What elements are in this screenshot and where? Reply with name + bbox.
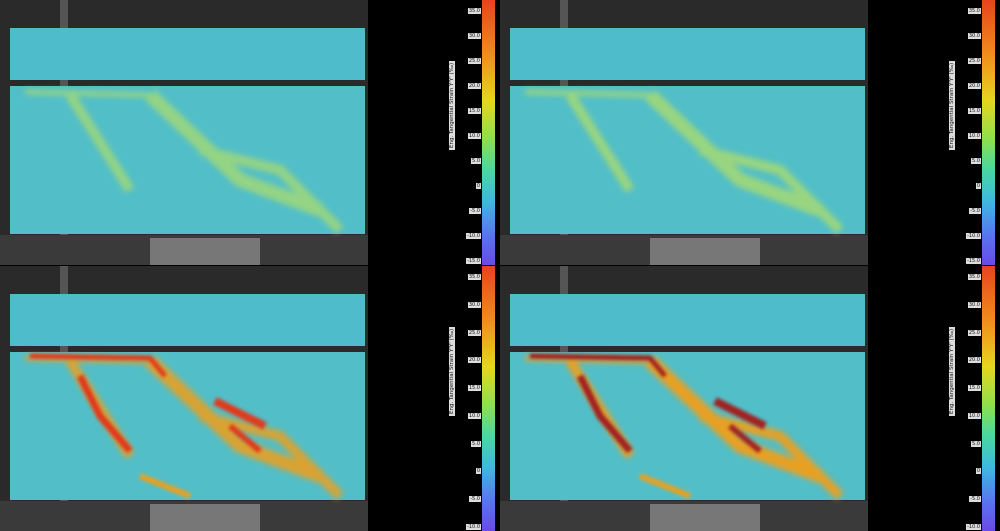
colorbar-ticks: 35.0 30.0 25.0 20.0 15.0 10.0 5.0 0 -5.0 -10.0 bbox=[955, 274, 981, 530]
colorbar-tick: 5.0 bbox=[471, 440, 481, 447]
colorbar-tick: -10.0 bbox=[966, 233, 981, 239]
colorbar-tick: 20.0 bbox=[467, 357, 481, 364]
strain-field-image bbox=[500, 0, 868, 265]
strain-panel-4: 35.0 30.0 25.0 20.0 15.0 10.0 5.0 0 -5.0 -10.0 En… bbox=[500, 266, 1000, 531]
colorbar-tick: 35.0 bbox=[467, 8, 481, 14]
colorbar-label: Eng. Tangential Strain Y'Y' (‰) bbox=[449, 326, 455, 416]
colorbar bbox=[482, 266, 495, 531]
colorbar-tick: -15.0 bbox=[466, 258, 481, 264]
colorbar-ticks: 35.0 30.0 25.0 20.0 15.0 10.0 5.0 0 -5.0 -10.0 bbox=[455, 274, 481, 530]
colorbar-tick: -10.0 bbox=[466, 524, 481, 530]
upper-specimen-strip bbox=[10, 28, 365, 80]
strain-field-image bbox=[0, 266, 368, 531]
strain-field-image bbox=[0, 0, 368, 265]
colorbar-label: Eng. Tangential Strain Y'Y' (‰) bbox=[449, 60, 455, 150]
colorbar-label: Eng. Tangential Strain Y'Y' (‰) bbox=[949, 326, 955, 416]
strain-field-image bbox=[500, 266, 868, 531]
colorbar-tick: 30.0 bbox=[467, 301, 481, 308]
colorbar-tick: 15.0 bbox=[467, 385, 481, 392]
upper-specimen-strip bbox=[10, 294, 365, 346]
colorbar-tick: 5.0 bbox=[971, 440, 981, 447]
colorbar-tick: 20.0 bbox=[967, 83, 981, 89]
colorbar-tick: 30.0 bbox=[967, 301, 981, 308]
colorbar-tick: 0 bbox=[975, 468, 981, 475]
colorbar-ticks: 35.0 30.0 25.0 20.0 15.0 10.0 5.0 0 -5.0 -10.0 -15… bbox=[455, 8, 481, 264]
colorbar-tick: 0 bbox=[475, 183, 481, 189]
upper-specimen-strip bbox=[510, 28, 865, 80]
colorbar-tick: 10.0 bbox=[967, 133, 981, 139]
colorbar-tick: -5.0 bbox=[969, 496, 981, 503]
colorbar-tick: 20.0 bbox=[967, 357, 981, 364]
colorbar-tick: 5.0 bbox=[471, 158, 481, 164]
strain-panel-1: 35.0 30.0 25.0 20.0 15.0 10.0 5.0 0 -5.0 -10.0 -15… bbox=[0, 0, 500, 265]
colorbar-tick: 5.0 bbox=[971, 158, 981, 164]
colorbar-tick: 30.0 bbox=[467, 33, 481, 39]
colorbar-tick: 25.0 bbox=[967, 329, 981, 336]
colorbar bbox=[982, 0, 995, 265]
colorbar-tick: 25.0 bbox=[967, 58, 981, 64]
colorbar-tick: -5.0 bbox=[469, 496, 481, 503]
colorbar-tick: -5.0 bbox=[969, 208, 981, 214]
colorbar bbox=[482, 0, 495, 265]
strain-panel-2: 35.0 30.0 25.0 20.0 15.0 10.0 5.0 0 -5.0 -10.0 -15… bbox=[500, 0, 1000, 265]
colorbar-label: Eng. Tangential Strain Y'Y' (‰) bbox=[949, 60, 955, 150]
colorbar-tick: 35.0 bbox=[967, 274, 981, 280]
colorbar-ticks: 35.0 30.0 25.0 20.0 15.0 10.0 5.0 0 -5.0 -10.0 -15… bbox=[955, 8, 981, 264]
colorbar-tick: 30.0 bbox=[967, 33, 981, 39]
colorbar-tick: 0 bbox=[475, 468, 481, 475]
colorbar-tick: -10.0 bbox=[466, 233, 481, 239]
colorbar-tick: 25.0 bbox=[467, 58, 481, 64]
colorbar-tick: 20.0 bbox=[467, 83, 481, 89]
colorbar-tick: 10.0 bbox=[967, 412, 981, 419]
colorbar-tick: 15.0 bbox=[967, 385, 981, 392]
colorbar-tick: -15.0 bbox=[966, 258, 981, 264]
colorbar-tick: 15.0 bbox=[467, 108, 481, 114]
colorbar-tick: 35.0 bbox=[467, 274, 481, 280]
colorbar-tick: 25.0 bbox=[467, 329, 481, 336]
upper-specimen-strip bbox=[510, 294, 865, 346]
colorbar-tick: -10.0 bbox=[966, 524, 981, 530]
colorbar-tick: 0 bbox=[975, 183, 981, 189]
colorbar-tick: 10.0 bbox=[467, 412, 481, 419]
colorbar bbox=[982, 266, 995, 531]
colorbar-tick: 15.0 bbox=[967, 108, 981, 114]
colorbar-tick: 35.0 bbox=[967, 8, 981, 14]
strain-panel-3: 35.0 30.0 25.0 20.0 15.0 10.0 5.0 0 -5.0 -10.0 En… bbox=[0, 266, 500, 531]
colorbar-tick: 10.0 bbox=[467, 133, 481, 139]
colorbar-tick: -5.0 bbox=[469, 208, 481, 214]
